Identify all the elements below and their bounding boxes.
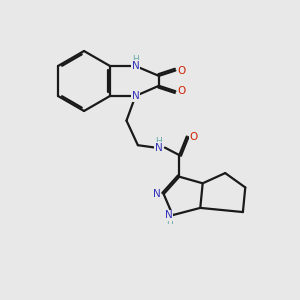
Text: O: O [189,131,197,142]
Text: N: N [132,61,140,71]
Text: N: N [155,142,163,153]
Text: H: H [166,217,172,226]
Text: N: N [132,91,140,101]
Text: H: H [155,137,162,146]
Text: O: O [178,86,186,96]
Text: N: N [153,189,161,199]
Text: O: O [178,65,186,76]
Text: H: H [132,56,139,64]
Text: N: N [165,210,173,220]
